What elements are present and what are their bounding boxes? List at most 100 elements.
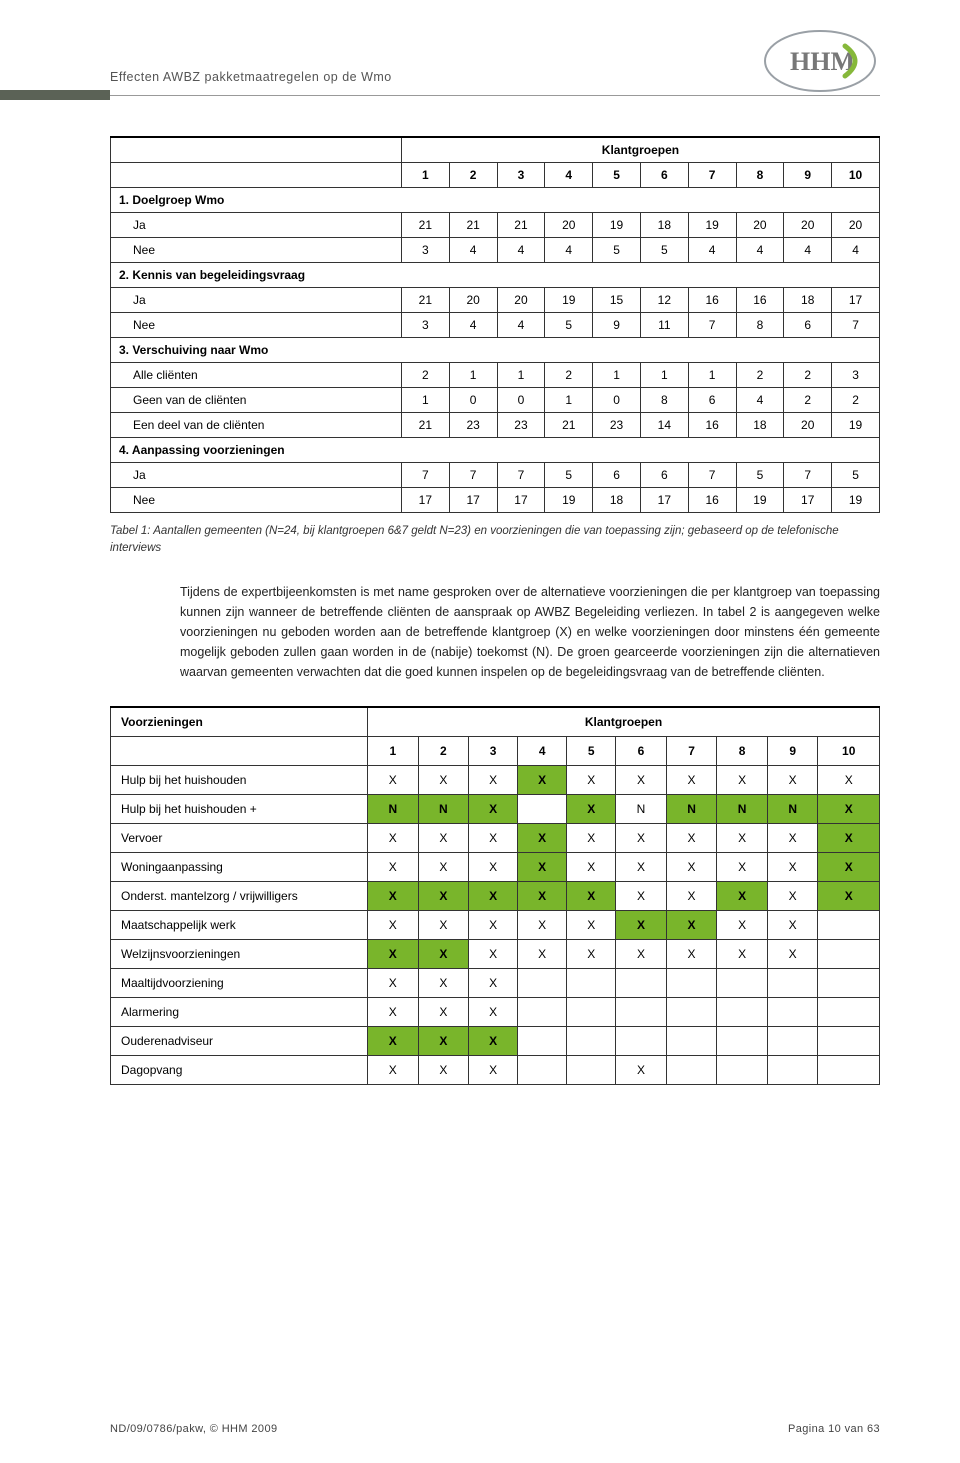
- t2-cell: X: [567, 794, 616, 823]
- t2-cell: X: [567, 765, 616, 794]
- t2-colnum: 5: [567, 736, 616, 765]
- t2-cell: X: [469, 1055, 518, 1084]
- t1-cell: 0: [497, 388, 545, 413]
- t2-cell: X: [818, 881, 880, 910]
- t2-cell: [717, 1055, 768, 1084]
- t2-row-label: Maaltijdvoorziening: [111, 968, 368, 997]
- t1-cell: 20: [545, 213, 593, 238]
- t2-cell: X: [368, 968, 419, 997]
- t1-cell: 18: [593, 488, 641, 513]
- t1-cell: 3: [401, 238, 449, 263]
- t2-cell: X: [368, 823, 419, 852]
- t1-row-label: Ja: [111, 463, 402, 488]
- t2-row-label: Ouderenadviseur: [111, 1026, 368, 1055]
- t2-cell: [767, 997, 818, 1026]
- t2-header-voorz: Voorzieningen: [111, 707, 368, 737]
- t2-cell: X: [567, 910, 616, 939]
- t2-cell: X: [469, 910, 518, 939]
- t1-cell: 4: [832, 238, 880, 263]
- t2-cell: X: [418, 765, 469, 794]
- t1-cell: 21: [545, 413, 593, 438]
- t1-cell: 17: [640, 488, 688, 513]
- t2-cell: X: [616, 939, 667, 968]
- t1-cell: 18: [640, 213, 688, 238]
- t2-cell: [767, 1026, 818, 1055]
- t2-cell: X: [767, 881, 818, 910]
- t1-colnum: 4: [545, 163, 593, 188]
- t1-cell: 1: [593, 363, 641, 388]
- t1-colnum: 2: [449, 163, 497, 188]
- t1-cell: 8: [640, 388, 688, 413]
- t1-cell: 7: [449, 463, 497, 488]
- t2-cell: X: [616, 823, 667, 852]
- t2-cell: X: [469, 939, 518, 968]
- t1-cell: 20: [784, 413, 832, 438]
- t1-cell: 1: [545, 388, 593, 413]
- t2-cell: X: [469, 881, 518, 910]
- t2-cell: [518, 968, 567, 997]
- t1-cell: 7: [832, 313, 880, 338]
- t1-cell: 4: [449, 238, 497, 263]
- t1-cell: 7: [401, 463, 449, 488]
- t2-cell: X: [518, 939, 567, 968]
- t2-cell: N: [767, 794, 818, 823]
- t1-cell: 21: [401, 213, 449, 238]
- t1-cell: 7: [688, 463, 736, 488]
- t1-cell: 19: [545, 288, 593, 313]
- t2-cell: X: [567, 823, 616, 852]
- t2-cell: [818, 910, 880, 939]
- t2-cell: [666, 1026, 717, 1055]
- t1-cell: 21: [401, 413, 449, 438]
- t2-cell: [818, 968, 880, 997]
- t2-cell: X: [469, 852, 518, 881]
- t1-cell: 12: [640, 288, 688, 313]
- t1-cell: 21: [497, 213, 545, 238]
- t2-cell: X: [368, 881, 419, 910]
- t2-cell: N: [717, 794, 768, 823]
- t2-cell: X: [567, 881, 616, 910]
- t1-colnum: 7: [688, 163, 736, 188]
- t1-cell: 3: [832, 363, 880, 388]
- t2-cell: X: [469, 997, 518, 1026]
- t2-cell: [567, 997, 616, 1026]
- t1-cell: 4: [449, 313, 497, 338]
- t1-section-title: 2. Kennis van begeleidingsvraag: [111, 263, 880, 288]
- t1-cell: 17: [401, 488, 449, 513]
- t2-header-klantgroepen: Klantgroepen: [368, 707, 880, 737]
- t1-cell: 16: [688, 288, 736, 313]
- t2-cell: X: [616, 852, 667, 881]
- t2-row-label: Welzijnsvoorzieningen: [111, 939, 368, 968]
- t2-colnum: 7: [666, 736, 717, 765]
- t1-cell: 4: [545, 238, 593, 263]
- t2-colnum: 4: [518, 736, 567, 765]
- t1-row-label: Een deel van de cliënten: [111, 413, 402, 438]
- t2-row-label: Alarmering: [111, 997, 368, 1026]
- t1-cell: 20: [832, 213, 880, 238]
- t1-row-label: Ja: [111, 213, 402, 238]
- t1-row-label: Nee: [111, 488, 402, 513]
- t1-cell: 21: [449, 213, 497, 238]
- t1-cell: 17: [784, 488, 832, 513]
- t1-cell: 15: [593, 288, 641, 313]
- t1-cell: 2: [545, 363, 593, 388]
- page: HHM Effecten AWBZ pakketmaatregelen op d…: [0, 0, 960, 1463]
- t1-colnum: 3: [497, 163, 545, 188]
- t1-cell: 0: [593, 388, 641, 413]
- t1-cell: 4: [736, 388, 784, 413]
- t2-cell: [666, 1055, 717, 1084]
- t1-cell: 5: [832, 463, 880, 488]
- t1-cell: 4: [688, 238, 736, 263]
- t1-cell: 4: [497, 313, 545, 338]
- t2-row-label: Hulp bij het huishouden +: [111, 794, 368, 823]
- t2-cell: X: [567, 852, 616, 881]
- t1-section-title: 3. Verschuiving naar Wmo: [111, 338, 880, 363]
- t1-cell: 19: [688, 213, 736, 238]
- t2-cell: X: [469, 823, 518, 852]
- t2-cell: X: [518, 823, 567, 852]
- t2-cell: X: [818, 765, 880, 794]
- t1-colnum: 9: [784, 163, 832, 188]
- t1-cell: 19: [832, 488, 880, 513]
- t2-cell: X: [418, 997, 469, 1026]
- t1-cell: 4: [784, 238, 832, 263]
- t1-cell: 17: [497, 488, 545, 513]
